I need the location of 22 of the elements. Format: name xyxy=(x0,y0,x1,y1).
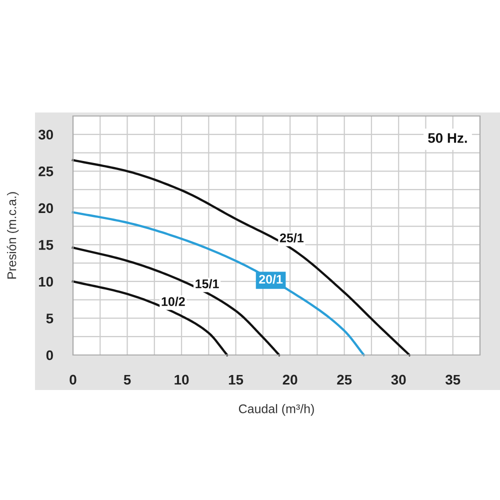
x-tick-label: 20 xyxy=(282,374,298,385)
annotation: 50 Hz. xyxy=(428,133,467,143)
y-axis-title: Presión (m.c.a.) xyxy=(6,192,19,279)
x-tick-label: 0 xyxy=(70,374,76,385)
x-tick-label: 15 xyxy=(228,374,244,385)
y-tick-label: 0 xyxy=(46,350,53,360)
x-tick-label: 35 xyxy=(445,374,460,385)
x-tick-label: 10 xyxy=(174,374,189,385)
x-tick-label: 30 xyxy=(391,374,406,385)
x-tick-label: 5 xyxy=(124,374,131,385)
y-tick-label: 20 xyxy=(38,203,53,214)
y-tick-label: 10 xyxy=(38,276,53,287)
x-axis-title: Caudal (m³/h) xyxy=(238,404,314,416)
y-tick-label: 15 xyxy=(38,240,54,250)
y-tick-label: 5 xyxy=(46,314,54,324)
series-label: 10/2 xyxy=(162,296,185,306)
series-label: 25/1 xyxy=(280,233,304,242)
y-tick-label: 25 xyxy=(38,166,54,176)
x-tick-label: 25 xyxy=(337,374,352,385)
series-label: 15/1 xyxy=(196,279,219,288)
y-tick-label: 30 xyxy=(38,130,53,140)
series-label: 20/1 xyxy=(259,274,283,284)
